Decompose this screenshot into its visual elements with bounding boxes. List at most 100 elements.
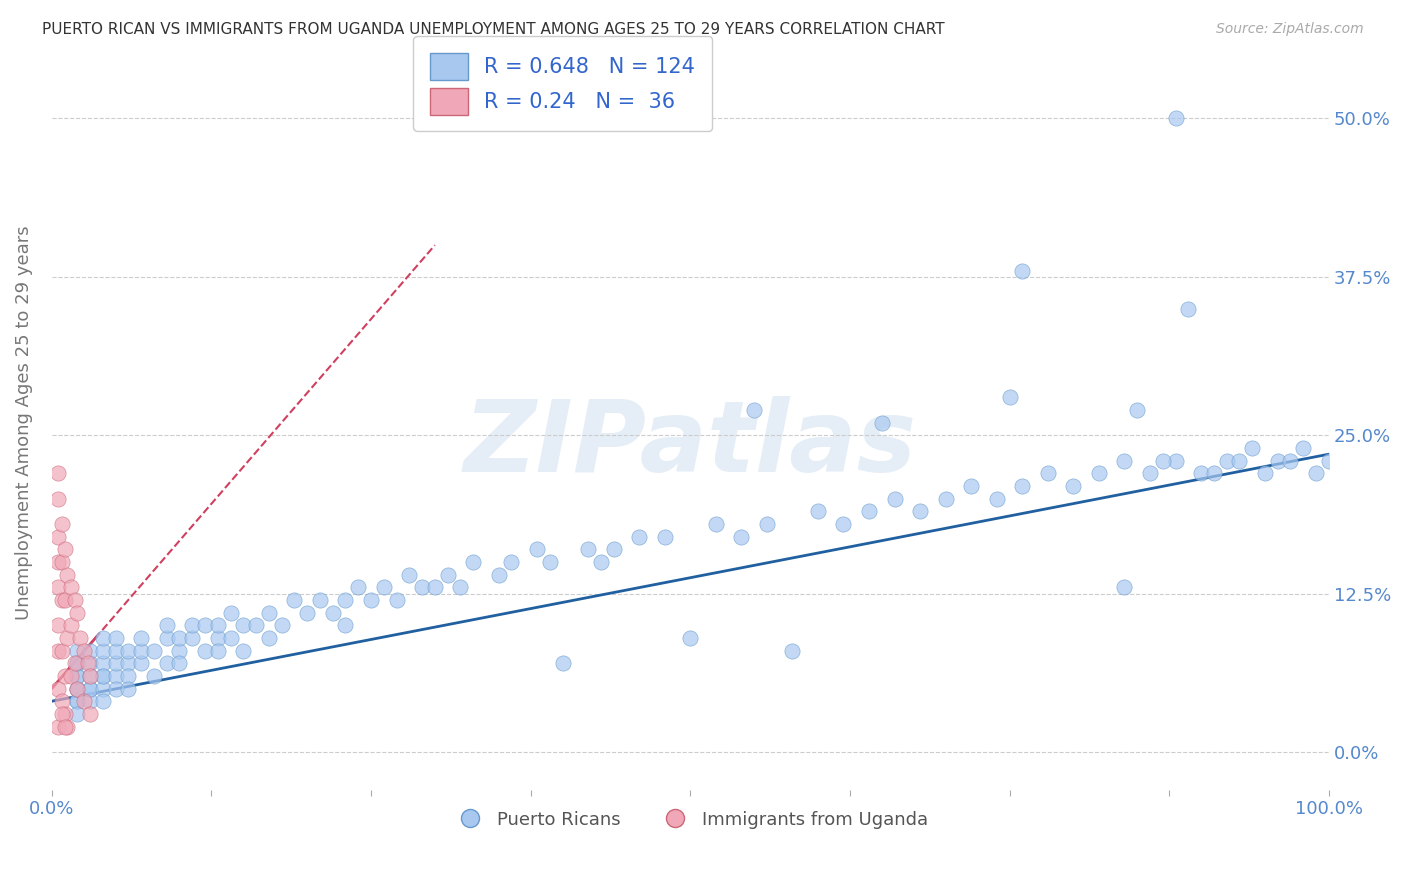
Point [219, 606, 242, 620]
Point [79, 657, 101, 671]
Point [59, 580, 82, 594]
Point [322, 606, 344, 620]
Point [463, 555, 485, 569]
Point [1062, 479, 1084, 493]
Point [194, 643, 217, 657]
Point [66, 706, 89, 721]
Point [156, 618, 179, 632]
Point [104, 669, 127, 683]
Point [66, 681, 89, 696]
Point [1088, 466, 1111, 480]
Point [870, 416, 893, 430]
Point [257, 606, 280, 620]
Point [91, 631, 114, 645]
Point [602, 542, 624, 557]
Point [73, 694, 96, 708]
Point [883, 491, 905, 506]
Point [219, 631, 242, 645]
Point [91, 694, 114, 708]
Text: ZIPatlas: ZIPatlas [464, 396, 917, 493]
Point [66, 681, 89, 696]
Point [1036, 466, 1059, 480]
Point [46, 720, 69, 734]
Point [79, 669, 101, 683]
Point [63, 593, 86, 607]
Point [66, 643, 89, 657]
Point [194, 618, 217, 632]
Point [730, 530, 752, 544]
Point [1152, 453, 1174, 467]
Point [76, 657, 98, 671]
Point [169, 657, 191, 671]
Point [53, 542, 76, 557]
Point [1177, 301, 1199, 316]
Point [51, 516, 73, 531]
Point [551, 657, 574, 671]
Point [436, 567, 458, 582]
Point [1305, 466, 1327, 480]
Point [1292, 441, 1315, 455]
Point [347, 580, 370, 594]
Point [169, 643, 191, 657]
Point [908, 504, 931, 518]
Point [142, 643, 165, 657]
Point [257, 631, 280, 645]
Point [73, 643, 96, 657]
Point [1267, 453, 1289, 467]
Point [117, 643, 139, 657]
Point [104, 643, 127, 657]
Point [576, 542, 599, 557]
Point [960, 479, 983, 493]
Point [373, 580, 395, 594]
Point [46, 643, 69, 657]
Point [66, 669, 89, 683]
Point [56, 720, 79, 734]
Y-axis label: Unemployment Among Ages 25 to 29 years: Unemployment Among Ages 25 to 29 years [15, 225, 32, 620]
Point [207, 631, 229, 645]
Point [1241, 441, 1264, 455]
Point [46, 530, 69, 544]
Point [232, 618, 254, 632]
Point [46, 491, 69, 506]
Point [59, 669, 82, 683]
Point [1227, 453, 1250, 467]
Point [79, 643, 101, 657]
Point [91, 657, 114, 671]
Point [56, 567, 79, 582]
Point [129, 631, 152, 645]
Point [207, 618, 229, 632]
Point [283, 593, 305, 607]
Point [46, 580, 69, 594]
Point [998, 390, 1021, 404]
Point [742, 402, 765, 417]
Point [858, 504, 880, 518]
Point [79, 669, 101, 683]
Point [104, 681, 127, 696]
Point [755, 516, 778, 531]
Point [1164, 453, 1187, 467]
Point [51, 593, 73, 607]
Point [104, 657, 127, 671]
Point [232, 643, 254, 657]
Point [53, 593, 76, 607]
Point [309, 593, 332, 607]
Point [142, 669, 165, 683]
Point [270, 618, 292, 632]
Point [46, 466, 69, 480]
Point [53, 720, 76, 734]
Point [66, 606, 89, 620]
Point [56, 631, 79, 645]
Point [1011, 263, 1033, 277]
Point [51, 694, 73, 708]
Point [207, 643, 229, 657]
Point [335, 618, 357, 632]
Point [181, 631, 204, 645]
Point [129, 657, 152, 671]
Point [156, 631, 179, 645]
Point [66, 669, 89, 683]
Point [181, 618, 204, 632]
Point [1011, 479, 1033, 493]
Point [117, 681, 139, 696]
Point [385, 593, 408, 607]
Point [104, 631, 127, 645]
